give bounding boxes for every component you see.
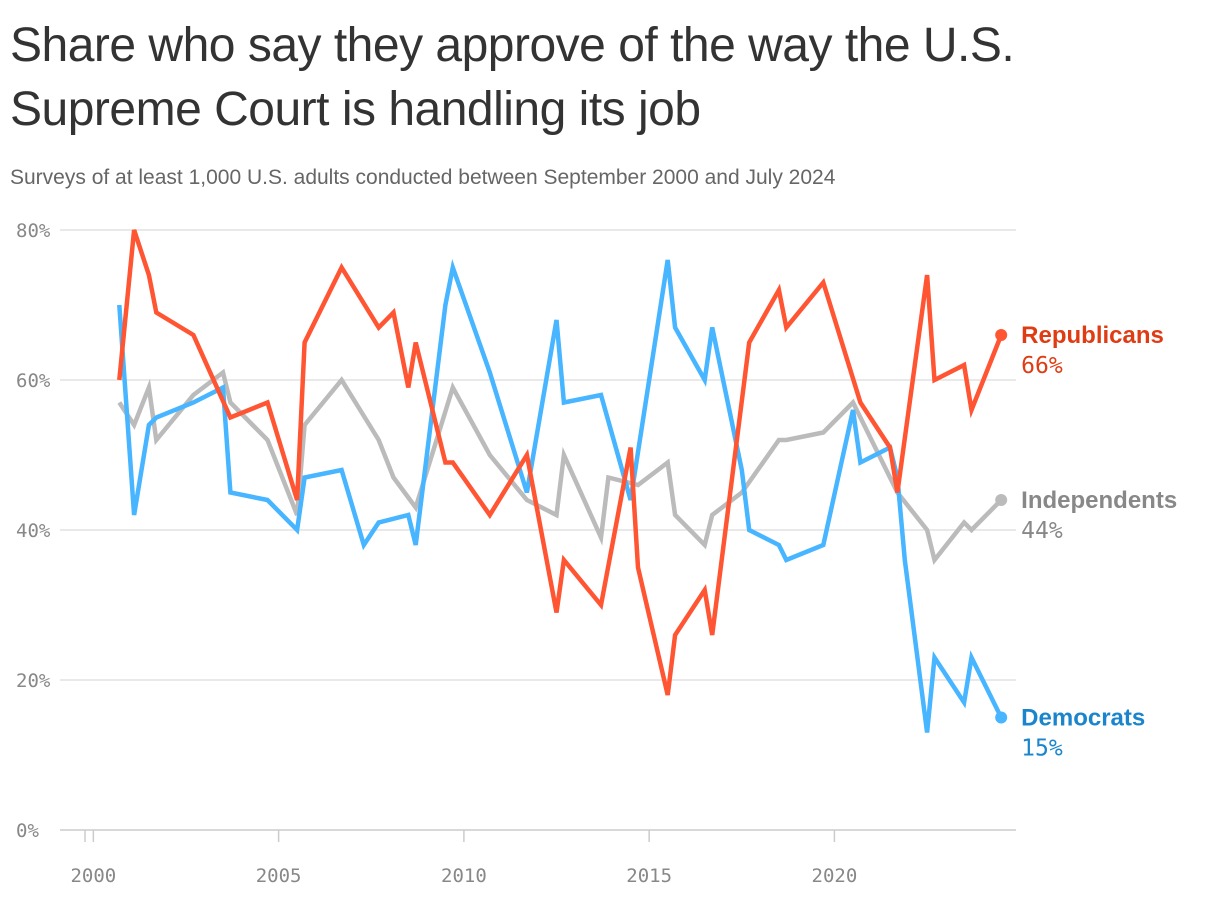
series-line-republicans (117, 229, 1004, 696)
x-tick-label: 2020 (812, 865, 858, 887)
series-line-independents (117, 368, 1003, 566)
x-tick-label: 2010 (441, 865, 487, 887)
y-tick-label: 20% (16, 670, 51, 692)
y-tick-label: 60% (16, 370, 51, 392)
series-label-independents: Independents (1021, 487, 1177, 514)
end-point-republicans (995, 329, 1008, 341)
y-tick-label: 0% (16, 820, 39, 842)
series-value-democrats: 15% (1021, 736, 1063, 762)
x-tick-label: 2015 (626, 865, 672, 887)
grid-lines (60, 229, 1016, 831)
series-value-republicans: 66% (1021, 353, 1063, 379)
series-lines (117, 229, 1008, 733)
end-labels: Independents 44% Democrats 15% Republicans 66… (1021, 322, 1177, 762)
series-label-democrats: Democrats (1021, 705, 1145, 732)
axes: 0% 20% 40% 60% 80% 2000 2005 2010 2015 2020 (16, 220, 857, 887)
y-tick-label: 40% (16, 520, 51, 542)
y-tick-label: 80% (16, 220, 51, 242)
chart-title: Share who say they approve of the way th… (10, 19, 1015, 136)
end-point-democrats (995, 711, 1008, 724)
end-point-independents (995, 494, 1008, 506)
chart-subtitle: Surveys of at least 1,000 U.S. adults co… (10, 166, 836, 189)
x-tick-label: 2000 (70, 865, 116, 887)
series-value-independents: 44% (1021, 518, 1063, 544)
series-label-republicans: Republicans (1021, 322, 1164, 349)
x-tick-label: 2005 (256, 865, 302, 887)
